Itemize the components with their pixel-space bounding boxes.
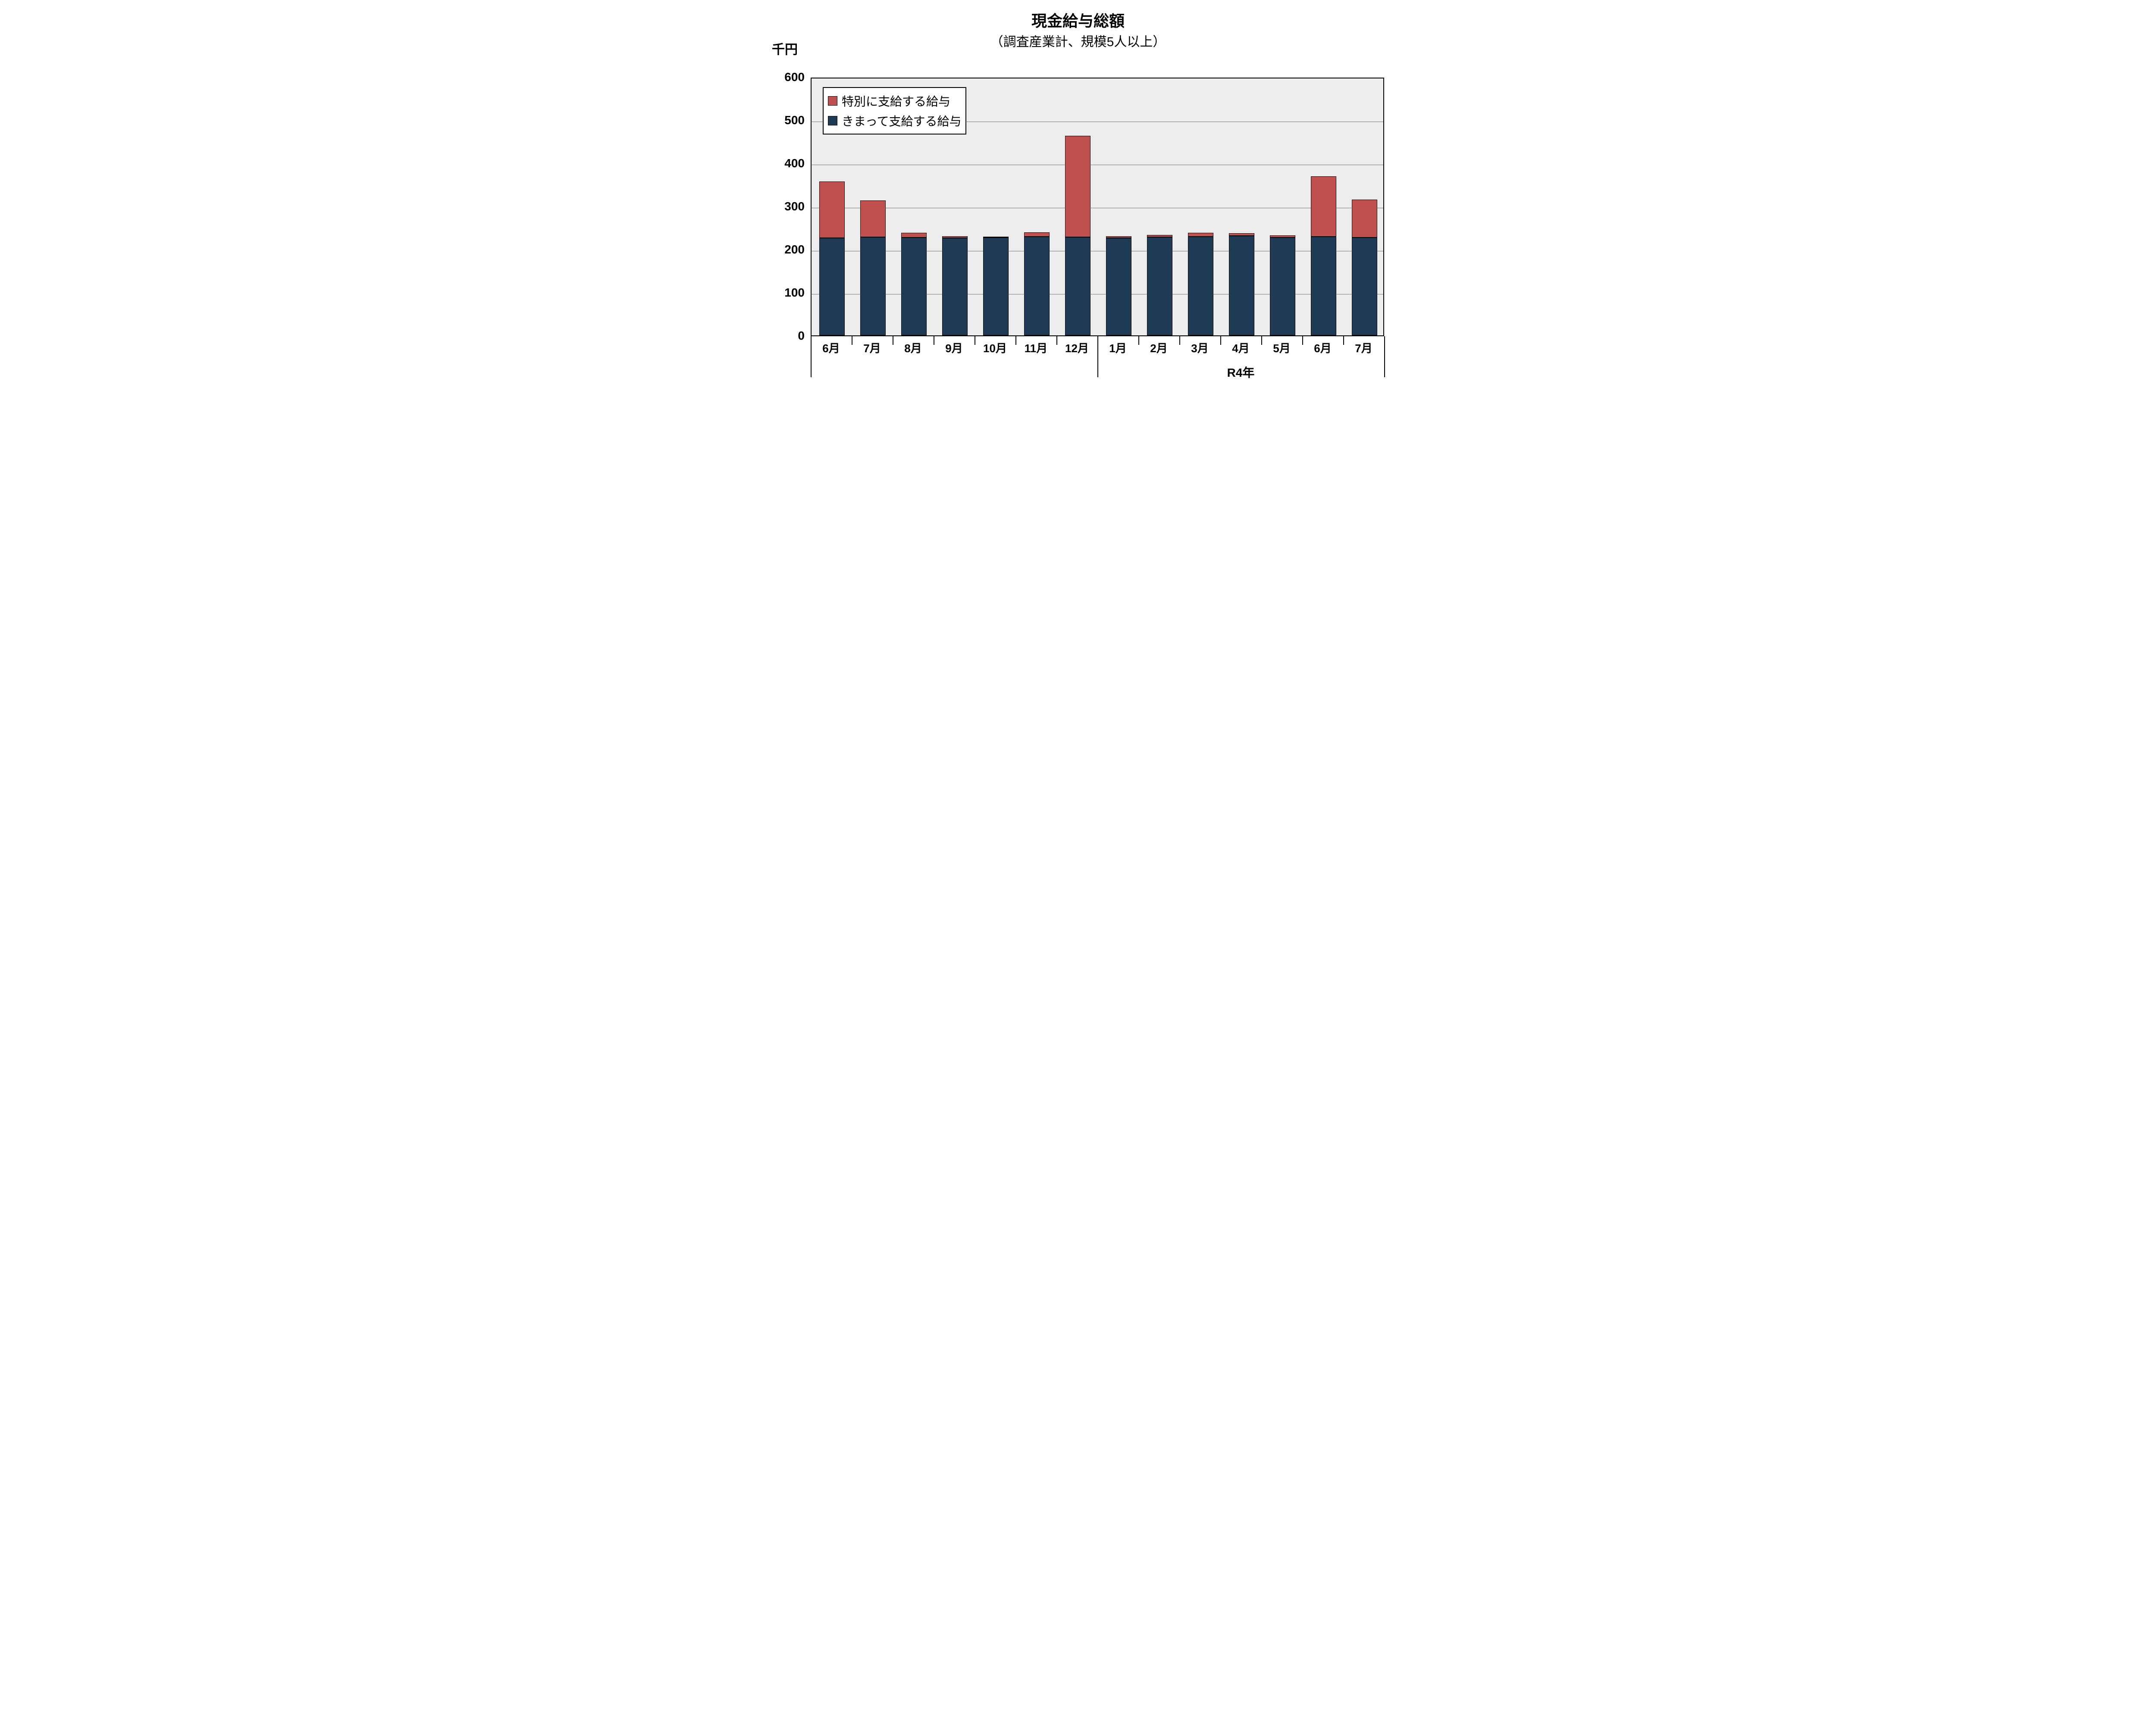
- bar-stack: [860, 200, 886, 335]
- x-tick-label: 11月: [1015, 340, 1056, 356]
- bar-stack: [983, 237, 1009, 335]
- bar-segment-special: [819, 181, 845, 238]
- x-group-tick: [1302, 336, 1303, 345]
- bar-slot: [1180, 78, 1221, 335]
- bar-slot: [1344, 78, 1385, 335]
- bar-segment-special: [1311, 176, 1336, 237]
- x-tick-label: 6月: [811, 340, 852, 356]
- bar-stack: [1311, 176, 1336, 335]
- x-tick-label: 9月: [934, 340, 975, 356]
- bar-stack: [1147, 235, 1172, 335]
- chart-container: 現金給与総額 （調査産業計、規模5人以上） 千円 0 100 200 300 400 50…: [763, 9, 1393, 418]
- bar-stack: [1065, 136, 1091, 335]
- bar-segment-special: [901, 233, 927, 238]
- x-group-tick: [1220, 336, 1221, 345]
- bar-segment-regular: [942, 238, 968, 335]
- x-tick-label: 5月: [1261, 340, 1302, 356]
- x-group-tick: [1261, 336, 1262, 345]
- x-group-tick: [1056, 336, 1057, 345]
- bar-segment-special: [942, 236, 968, 238]
- bar-segment-regular: [1024, 237, 1050, 335]
- bar-segment-regular: [1147, 237, 1172, 335]
- bar-segment-special: [860, 200, 886, 237]
- bar-segment-special: [1352, 200, 1377, 238]
- bar-slot: [975, 78, 1016, 335]
- y-tick-label: 0: [763, 329, 805, 343]
- y-tick-label: 300: [763, 200, 805, 213]
- bar-segment-special: [1106, 236, 1131, 238]
- bar-slot: [1303, 78, 1344, 335]
- x-group-tick: [1343, 336, 1344, 345]
- x-tick-label: 12月: [1056, 340, 1097, 356]
- legend: 特別に支給する給与きまって支給する給与: [823, 87, 966, 135]
- legend-item-regular: きまって支給する給与: [828, 112, 961, 129]
- y-tick-label: 200: [763, 243, 805, 256]
- legend-swatch-regular: [828, 116, 837, 125]
- legend-swatch-special: [828, 96, 837, 106]
- bar-stack: [901, 233, 927, 335]
- x-tick-label: 4月: [1220, 340, 1261, 356]
- bar-stack: [819, 181, 845, 335]
- x-group-tick: [1015, 336, 1016, 345]
- x-tick-label: 8月: [893, 340, 934, 356]
- bar-segment-special: [983, 237, 1009, 238]
- bar-stack: [1352, 200, 1377, 335]
- legend-label-special: 特別に支給する給与: [842, 92, 950, 109]
- bar-segment-regular: [1106, 238, 1131, 335]
- bar-slot: [1057, 78, 1098, 335]
- legend-label-regular: きまって支給する給与: [842, 112, 961, 129]
- y-axis-unit-label: 千円: [772, 39, 798, 58]
- title-block: 現金給与総額 （調査産業計、規模5人以上）: [763, 9, 1393, 50]
- bar-slot: [1016, 78, 1057, 335]
- x-group-tick: [1384, 336, 1385, 377]
- x-tick-label: 6月: [1302, 340, 1343, 356]
- bar-slot: [1221, 78, 1262, 335]
- x-group-tick: [811, 336, 812, 377]
- bar-slot: [1262, 78, 1303, 335]
- bar-segment-special: [1229, 233, 1254, 236]
- bar-segment-regular: [1188, 237, 1213, 335]
- bar-stack: [1188, 233, 1213, 335]
- bar-segment-regular: [1229, 236, 1254, 335]
- bar-stack: [1024, 232, 1050, 335]
- x-group-label: R4年: [1097, 363, 1384, 381]
- x-group-tick: [1138, 336, 1139, 345]
- bar-segment-regular: [983, 238, 1009, 335]
- bar-stack: [1229, 233, 1254, 335]
- bar-segment-special: [1270, 235, 1295, 238]
- y-tick-label: 100: [763, 286, 805, 300]
- bar-segment-regular: [819, 238, 845, 335]
- x-tick-label: 7月: [1343, 340, 1384, 356]
- bar-segment-regular: [1270, 238, 1295, 335]
- bar-stack: [942, 236, 968, 335]
- bar-stack: [1270, 235, 1295, 335]
- bar-stack: [1106, 236, 1131, 335]
- x-group-tick: [1179, 336, 1180, 345]
- x-tick-label: 7月: [852, 340, 893, 356]
- bar-slot: [1098, 78, 1139, 335]
- y-tick-label: 600: [763, 70, 805, 84]
- bar-segment-regular: [1065, 237, 1091, 335]
- x-tick-label: 2月: [1138, 340, 1179, 356]
- x-tick-label: 3月: [1179, 340, 1220, 356]
- x-tick-label: 10月: [975, 340, 1015, 356]
- chart-subtitle: （調査産業計、規模5人以上）: [763, 31, 1393, 50]
- bar-slot: [1139, 78, 1180, 335]
- bar-segment-special: [1065, 136, 1091, 237]
- y-tick-label: 400: [763, 156, 805, 170]
- bar-segment-regular: [1311, 237, 1336, 335]
- y-tick-label: 500: [763, 113, 805, 127]
- chart-title: 現金給与総額: [763, 9, 1393, 31]
- bar-segment-special: [1188, 233, 1213, 237]
- bar-segment-regular: [901, 238, 927, 335]
- x-tick-label: 1月: [1097, 340, 1138, 356]
- bar-segment-special: [1147, 235, 1172, 237]
- bar-segment-regular: [860, 237, 886, 335]
- bar-segment-special: [1024, 232, 1050, 237]
- legend-item-special: 特別に支給する給与: [828, 92, 961, 109]
- bar-segment-regular: [1352, 238, 1377, 335]
